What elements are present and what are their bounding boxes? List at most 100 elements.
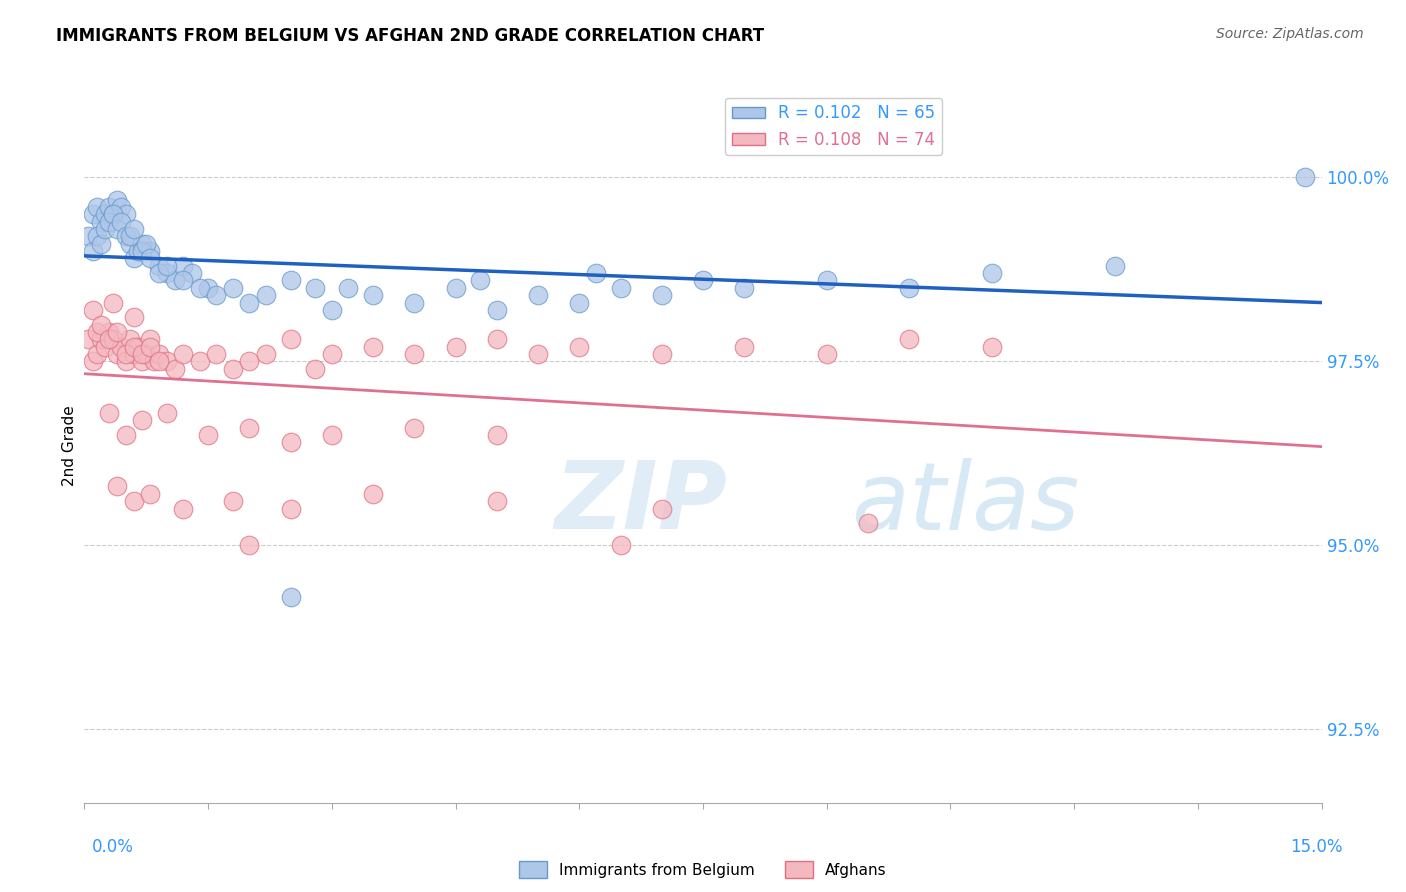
Point xyxy=(139,244,162,258)
Point xyxy=(135,236,157,251)
Point xyxy=(188,281,211,295)
Point xyxy=(238,538,260,552)
Point xyxy=(110,340,132,354)
Point xyxy=(103,332,125,346)
Point xyxy=(815,273,838,287)
Point xyxy=(122,340,145,354)
Point xyxy=(898,332,921,346)
Point xyxy=(280,273,302,287)
Point xyxy=(98,325,121,339)
Point xyxy=(82,207,104,221)
Point xyxy=(114,347,136,361)
Point xyxy=(361,487,384,501)
Point xyxy=(131,236,153,251)
Point xyxy=(139,332,162,346)
Point xyxy=(337,281,360,295)
Point xyxy=(90,318,112,332)
Point xyxy=(304,281,326,295)
Point xyxy=(86,325,108,339)
Point xyxy=(444,281,467,295)
Point xyxy=(238,354,260,368)
Point xyxy=(110,214,132,228)
Point xyxy=(77,229,100,244)
Point xyxy=(114,207,136,221)
Point xyxy=(222,361,245,376)
Point xyxy=(197,428,219,442)
Point xyxy=(280,332,302,346)
Point xyxy=(148,354,170,368)
Point xyxy=(485,302,508,317)
Point xyxy=(404,420,426,434)
Point xyxy=(122,252,145,266)
Point xyxy=(77,332,100,346)
Point xyxy=(470,273,492,287)
Point xyxy=(280,590,302,604)
Text: ZIP: ZIP xyxy=(554,457,727,549)
Point xyxy=(131,347,153,361)
Point xyxy=(485,428,508,442)
Point xyxy=(103,295,125,310)
Point xyxy=(118,229,141,244)
Y-axis label: 2nd Grade: 2nd Grade xyxy=(62,406,77,486)
Point xyxy=(527,347,550,361)
Point xyxy=(139,340,162,354)
Point xyxy=(898,281,921,295)
Legend: Immigrants from Belgium, Afghans: Immigrants from Belgium, Afghans xyxy=(513,855,893,884)
Point xyxy=(568,295,591,310)
Point xyxy=(143,354,166,368)
Point xyxy=(94,340,117,354)
Point xyxy=(103,207,125,221)
Point xyxy=(118,332,141,346)
Text: 15.0%: 15.0% xyxy=(1291,838,1343,855)
Point xyxy=(156,406,179,420)
Point xyxy=(165,361,187,376)
Point xyxy=(139,487,162,501)
Point xyxy=(148,259,170,273)
Point xyxy=(404,347,426,361)
Point xyxy=(122,310,145,325)
Legend: R = 0.102   N = 65, R = 0.108   N = 74: R = 0.102 N = 65, R = 0.108 N = 74 xyxy=(725,97,942,155)
Point xyxy=(205,347,228,361)
Point xyxy=(114,354,136,368)
Point xyxy=(980,340,1002,354)
Point xyxy=(609,538,631,552)
Point xyxy=(86,347,108,361)
Point xyxy=(254,288,277,302)
Point xyxy=(131,413,153,427)
Point xyxy=(280,435,302,450)
Point xyxy=(188,354,211,368)
Point xyxy=(568,340,591,354)
Point xyxy=(105,325,128,339)
Point xyxy=(733,340,755,354)
Point xyxy=(156,354,179,368)
Point xyxy=(980,266,1002,280)
Point xyxy=(444,340,467,354)
Point xyxy=(131,244,153,258)
Point xyxy=(114,229,136,244)
Point xyxy=(94,222,117,236)
Point xyxy=(733,281,755,295)
Point xyxy=(90,236,112,251)
Point xyxy=(98,200,121,214)
Point xyxy=(105,193,128,207)
Point xyxy=(180,266,202,280)
Point xyxy=(156,266,179,280)
Point xyxy=(485,332,508,346)
Point xyxy=(98,214,121,228)
Point xyxy=(527,288,550,302)
Point xyxy=(321,302,343,317)
Point xyxy=(139,252,162,266)
Point xyxy=(82,302,104,317)
Point xyxy=(103,207,125,221)
Point xyxy=(651,288,673,302)
Point xyxy=(86,229,108,244)
Point xyxy=(131,354,153,368)
Point xyxy=(122,494,145,508)
Point xyxy=(122,222,145,236)
Text: 0.0%: 0.0% xyxy=(91,838,134,855)
Point xyxy=(304,361,326,376)
Point xyxy=(1104,259,1126,273)
Point xyxy=(135,347,157,361)
Text: Source: ZipAtlas.com: Source: ZipAtlas.com xyxy=(1216,27,1364,41)
Point xyxy=(127,244,149,258)
